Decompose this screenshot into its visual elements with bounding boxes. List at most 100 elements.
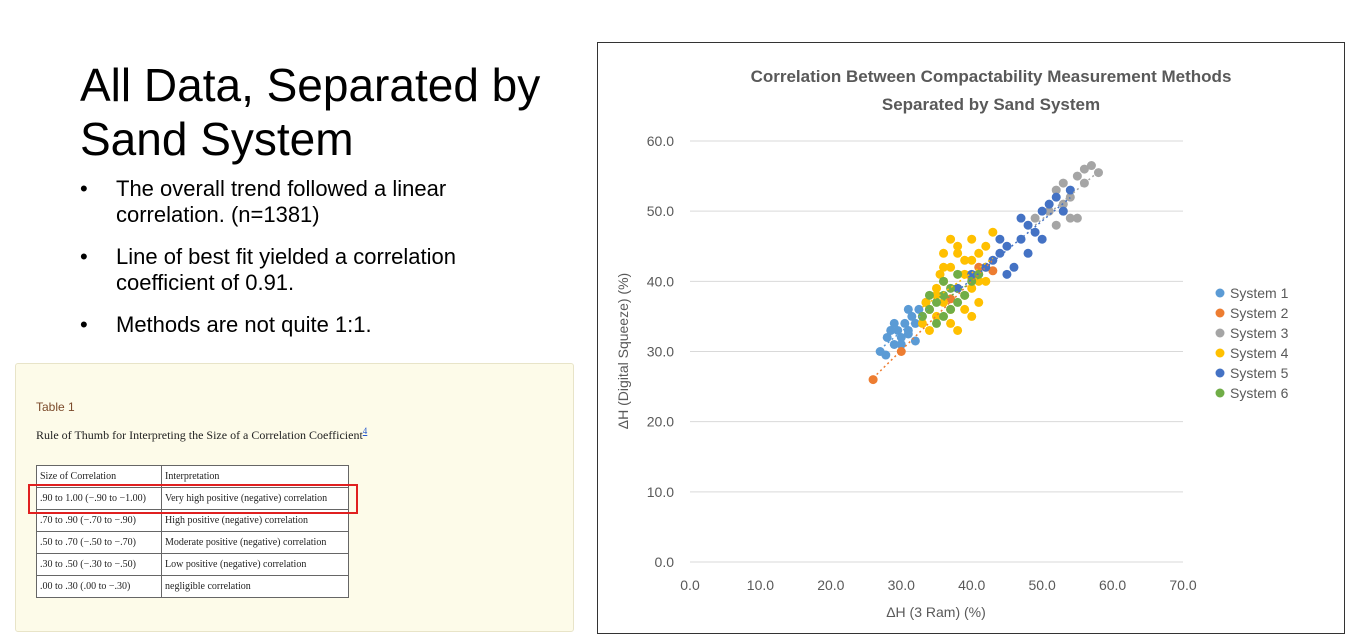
point [953,297,963,307]
point [924,325,934,335]
point [1023,248,1033,258]
x-tick-label: 50.0 [1029,577,1056,593]
point [946,304,956,314]
point [967,234,977,244]
x-tick-label: 20.0 [817,577,844,593]
point [1079,164,1089,174]
slide-title: All Data, Separated by Sand System [80,59,541,165]
point [946,234,956,244]
y-tick-label: 30.0 [647,344,674,360]
legend-marker [1215,308,1225,318]
x-tick-label: 0.0 [680,577,700,593]
point [903,329,913,339]
bullet: Methods are not quite 1:1. [80,312,520,338]
point [1037,234,1047,244]
point [1016,213,1026,223]
y-tick-label: 50.0 [647,203,674,219]
row: .00 to .30 (.00 to −.30) negligible corre… [36,575,349,598]
legend-label: System 3 [1230,325,1289,341]
point [924,290,934,300]
point [900,318,910,328]
point [946,283,956,293]
point [939,311,949,321]
point [960,269,970,279]
cell: Low positive (negative) correlation [161,553,349,576]
bullet: The overall trend followed a linear corr… [80,176,520,228]
point [914,304,924,314]
point [868,375,878,385]
table-panel: Table 1 Rule of Thumb for Interpreting t… [15,363,574,632]
point [1065,185,1075,195]
legend-label: System 2 [1230,305,1289,321]
point [1086,161,1096,171]
legend-label: System 4 [1230,345,1289,361]
legend-marker [1215,328,1225,338]
point [939,297,949,307]
point [1023,220,1033,230]
legend-marker [1215,288,1225,298]
x-tick-label: 10.0 [747,577,774,593]
point [946,318,956,328]
point [1051,185,1061,195]
point [889,339,899,349]
point [1051,192,1061,202]
point [1044,199,1054,209]
point [1058,178,1068,188]
row: .50 to .70 (−.50 to −.70) Moderate positi… [36,531,349,554]
footnote-link[interactable]: 4 [362,426,368,436]
point [967,311,977,321]
point [932,297,941,307]
point [953,283,963,293]
y-tick-label: 60.0 [647,133,674,149]
cell: .50 to .70 (−.50 to −.70) [36,531,162,554]
cell: Moderate positive (negative) correlation [161,531,349,554]
point [889,318,899,328]
point [946,262,956,272]
point [974,248,984,258]
point [896,332,906,342]
point [960,290,970,300]
caption-text: Rule of Thumb for Interpreting the Size … [36,428,363,442]
point [1009,262,1019,272]
point [953,241,963,251]
legend-marker [1215,388,1225,398]
point [935,269,945,279]
point [953,325,963,335]
point [988,266,998,276]
point [1065,192,1075,202]
trendline [879,307,930,350]
point [988,227,998,237]
cell: .30 to .50 (−.30 to −.50) [36,553,162,576]
point [960,255,970,265]
point [882,332,892,342]
point [1065,213,1075,223]
chart-title: Separated by Sand System [882,95,1100,114]
row: .30 to .50 (−.30 to −.50) Low positive (n… [36,553,349,576]
point [917,311,927,321]
point [917,318,927,328]
point [1072,213,1082,223]
point [960,304,970,314]
y-tick-label: 40.0 [647,273,674,289]
cell: negligible correlation [161,575,349,598]
point [896,339,906,349]
x-tick-label: 60.0 [1099,577,1126,593]
point [910,318,920,328]
trendline [921,257,994,308]
table-label: Table 1 [36,400,75,414]
point [903,304,913,314]
point [974,297,984,307]
row: .70 to .90 (−.70 to −.90) High positive (… [36,509,349,532]
point [939,262,949,272]
legend-marker [1215,348,1225,358]
bullet-list: The overall trend followed a linear corr… [80,176,520,354]
point [939,248,949,258]
chart-frame: Correlation Between Compactability Measu… [597,42,1345,634]
point [1030,227,1040,237]
x-axis-label: ΔH (3 Ram) (%) [886,604,986,620]
table: Size of Correlation Interpretation .90 to… [36,465,349,598]
point [953,269,963,279]
point [924,304,934,314]
point [1072,171,1082,181]
